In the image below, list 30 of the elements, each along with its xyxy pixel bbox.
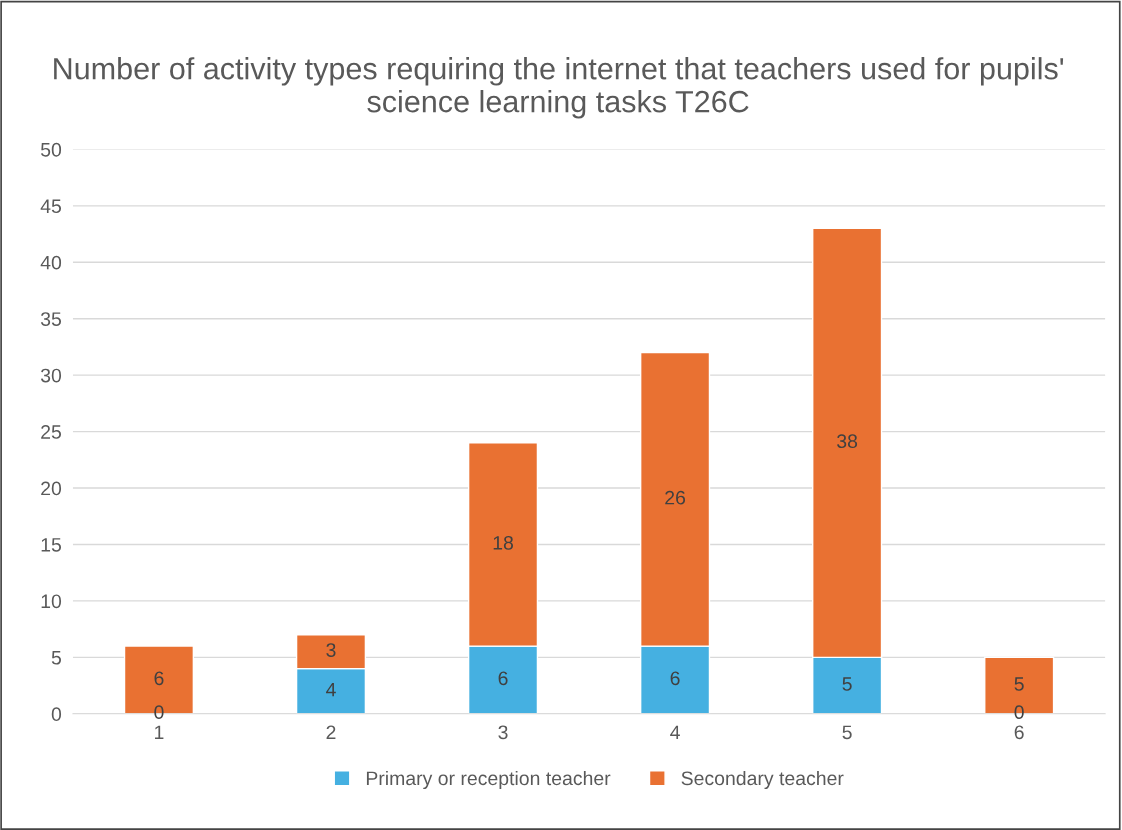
chart-title: Number of activity types requiring the internet that teachers used for pupils' science learning tasks T26C	[54, 57, 1064, 119]
x-tick-label: 5	[842, 725, 852, 740]
x-tick-label: 2	[326, 725, 336, 739]
data-label: 4	[326, 682, 336, 697]
y-tick-label: 25	[41, 425, 62, 439]
legend-label: Primary or reception teacher	[366, 770, 611, 790]
legend-label: Secondary teacher	[681, 770, 844, 790]
y-tick-label: 15	[41, 538, 62, 552]
data-label: 6	[154, 671, 164, 686]
y-tick-label: 0	[51, 707, 62, 722]
data-label: 6	[498, 671, 508, 686]
y-tick-label: 5	[51, 651, 61, 665]
data-label: 26	[665, 490, 686, 505]
y-tick-label: 20	[41, 481, 62, 496]
y-tick-label: 45	[40, 199, 62, 214]
y-tick-label: 40	[40, 255, 62, 270]
y-tick-label: 35	[40, 312, 62, 326]
data-label: 6	[670, 671, 680, 686]
y-tick-label: 50	[40, 142, 62, 157]
y-tick-label: 30	[40, 368, 62, 383]
data-label: 5	[842, 677, 852, 691]
x-tick-label: 1	[155, 725, 164, 739]
x-tick-label: 4	[670, 725, 680, 739]
x-tick-label: 6	[1014, 725, 1024, 740]
data-label: 18	[493, 535, 513, 550]
data-label: 38	[837, 434, 858, 449]
y-tick-label: 10	[41, 594, 62, 609]
data-label: 5	[1014, 677, 1024, 691]
x-tick-label: 3	[498, 725, 508, 740]
data-label: 3	[326, 643, 336, 657]
